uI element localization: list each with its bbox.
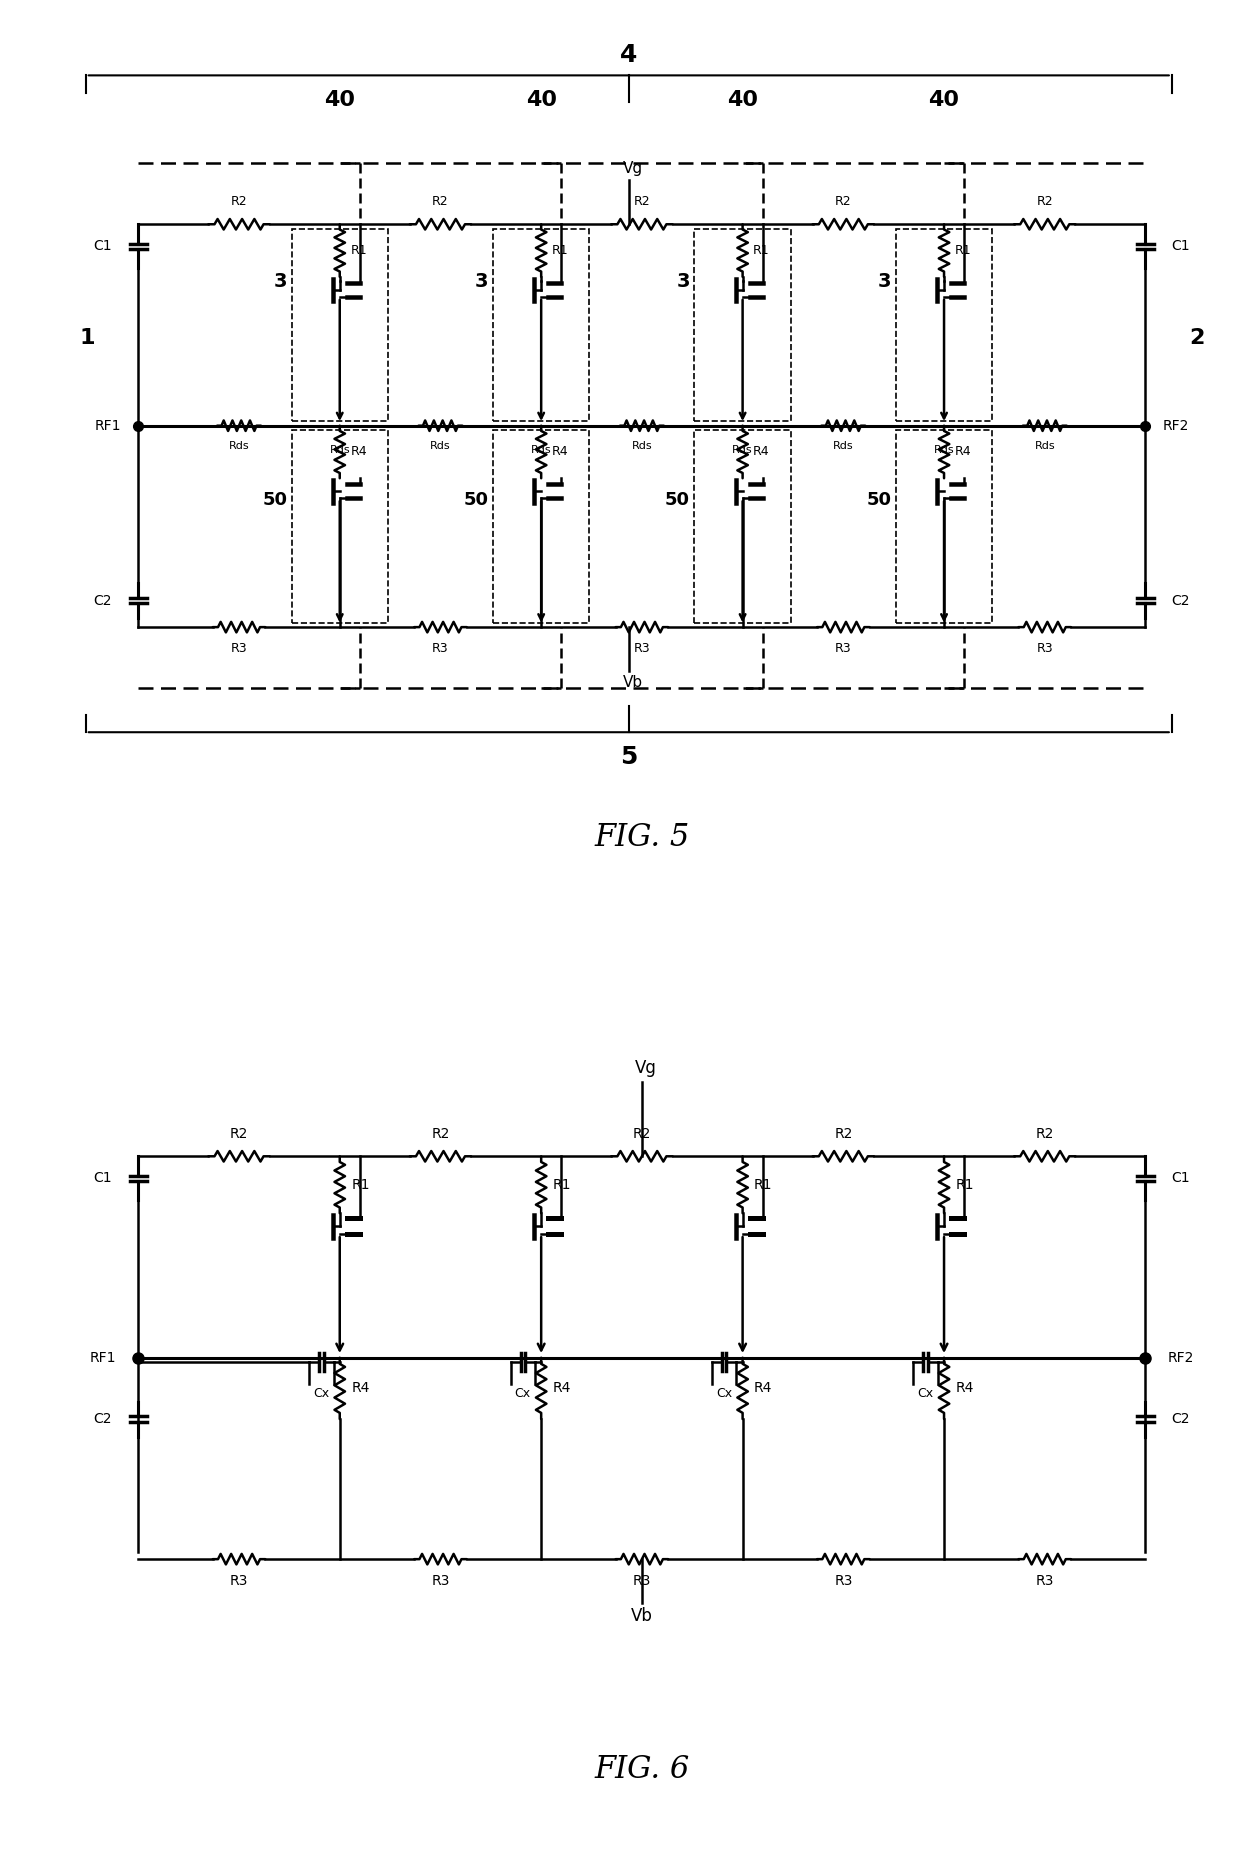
Text: R2: R2 xyxy=(229,1126,248,1141)
Text: 3: 3 xyxy=(878,271,892,290)
Bar xyxy=(895,228,992,421)
Text: R2: R2 xyxy=(835,1126,853,1141)
Text: Cx: Cx xyxy=(918,1386,934,1400)
Text: R2: R2 xyxy=(1037,195,1053,208)
Text: R3: R3 xyxy=(231,642,247,655)
Text: R4: R4 xyxy=(956,1381,973,1396)
Text: 2: 2 xyxy=(1189,327,1204,348)
Text: R1: R1 xyxy=(754,1177,773,1192)
Text: Rds: Rds xyxy=(833,440,853,451)
Text: R4: R4 xyxy=(351,1381,370,1396)
Text: FIG. 5: FIG. 5 xyxy=(594,821,689,853)
Text: 3: 3 xyxy=(677,271,691,290)
Bar xyxy=(291,228,388,421)
Text: 4: 4 xyxy=(620,43,637,67)
Bar xyxy=(895,430,992,623)
Text: R4: R4 xyxy=(553,1381,570,1396)
Text: Vg: Vg xyxy=(635,1059,657,1078)
Text: R3: R3 xyxy=(1035,1574,1054,1588)
Text: R2: R2 xyxy=(632,1126,651,1141)
Text: Rds: Rds xyxy=(934,445,955,455)
Text: 40: 40 xyxy=(324,90,355,110)
Text: Rds: Rds xyxy=(733,445,753,455)
Bar xyxy=(494,430,589,623)
Text: R2: R2 xyxy=(433,195,449,208)
Text: C1: C1 xyxy=(1172,239,1190,253)
Text: R3: R3 xyxy=(432,1574,450,1588)
Text: R2: R2 xyxy=(634,195,650,208)
Text: C2: C2 xyxy=(93,1413,112,1426)
Text: R4: R4 xyxy=(753,445,770,458)
Text: 5: 5 xyxy=(620,745,637,769)
Text: R4: R4 xyxy=(955,445,971,458)
Text: 40: 40 xyxy=(929,90,960,110)
Text: C1: C1 xyxy=(93,239,112,253)
Text: Rds: Rds xyxy=(631,440,652,451)
Text: R1: R1 xyxy=(350,243,367,256)
Text: Vg: Vg xyxy=(622,161,644,176)
Text: RF2: RF2 xyxy=(1163,419,1189,432)
Text: C2: C2 xyxy=(1172,593,1190,608)
Text: Cx: Cx xyxy=(314,1386,330,1400)
Text: R3: R3 xyxy=(634,642,650,655)
Text: RF2: RF2 xyxy=(1167,1351,1194,1364)
Text: R3: R3 xyxy=(433,642,449,655)
Text: C1: C1 xyxy=(1172,1171,1190,1184)
Text: Rds: Rds xyxy=(1034,440,1055,451)
Bar xyxy=(494,228,589,421)
Text: RF1: RF1 xyxy=(91,1351,117,1364)
Text: 50: 50 xyxy=(867,492,892,509)
Text: R3: R3 xyxy=(1037,642,1053,655)
Text: 40: 40 xyxy=(727,90,758,110)
Text: R2: R2 xyxy=(1035,1126,1054,1141)
Text: R1: R1 xyxy=(955,243,971,256)
Text: RF1: RF1 xyxy=(94,419,120,432)
Text: Cx: Cx xyxy=(515,1386,531,1400)
Text: R1: R1 xyxy=(956,1177,973,1192)
Text: R3: R3 xyxy=(835,1574,853,1588)
Text: Rds: Rds xyxy=(330,445,350,455)
Text: R4: R4 xyxy=(350,445,367,458)
Text: 3: 3 xyxy=(475,271,489,290)
Text: R4: R4 xyxy=(754,1381,773,1396)
Bar xyxy=(694,228,791,421)
Text: Rds: Rds xyxy=(430,440,451,451)
Text: 3: 3 xyxy=(274,271,288,290)
Text: R2: R2 xyxy=(432,1126,450,1141)
Text: R2: R2 xyxy=(231,195,247,208)
Text: C1: C1 xyxy=(93,1171,112,1184)
Text: Vb: Vb xyxy=(631,1607,652,1626)
Text: C2: C2 xyxy=(1172,1413,1190,1426)
Text: Rds: Rds xyxy=(531,445,552,455)
Text: Vb: Vb xyxy=(622,675,644,690)
Text: C2: C2 xyxy=(93,593,112,608)
Text: Cx: Cx xyxy=(717,1386,733,1400)
Bar xyxy=(694,430,791,623)
Text: R3: R3 xyxy=(229,1574,248,1588)
Text: R4: R4 xyxy=(552,445,568,458)
Text: 50: 50 xyxy=(464,492,489,509)
Text: FIG. 6: FIG. 6 xyxy=(594,1753,689,1785)
Text: R1: R1 xyxy=(351,1177,370,1192)
Text: R1: R1 xyxy=(552,243,568,256)
Text: 50: 50 xyxy=(262,492,288,509)
Text: 50: 50 xyxy=(665,492,691,509)
Text: R1: R1 xyxy=(753,243,770,256)
Text: Rds: Rds xyxy=(228,440,249,451)
Bar xyxy=(291,430,388,623)
Text: R2: R2 xyxy=(835,195,852,208)
Text: 1: 1 xyxy=(79,327,94,348)
Text: R1: R1 xyxy=(553,1177,572,1192)
Text: 40: 40 xyxy=(526,90,557,110)
Text: R3: R3 xyxy=(835,642,852,655)
Text: R3: R3 xyxy=(632,1574,651,1588)
